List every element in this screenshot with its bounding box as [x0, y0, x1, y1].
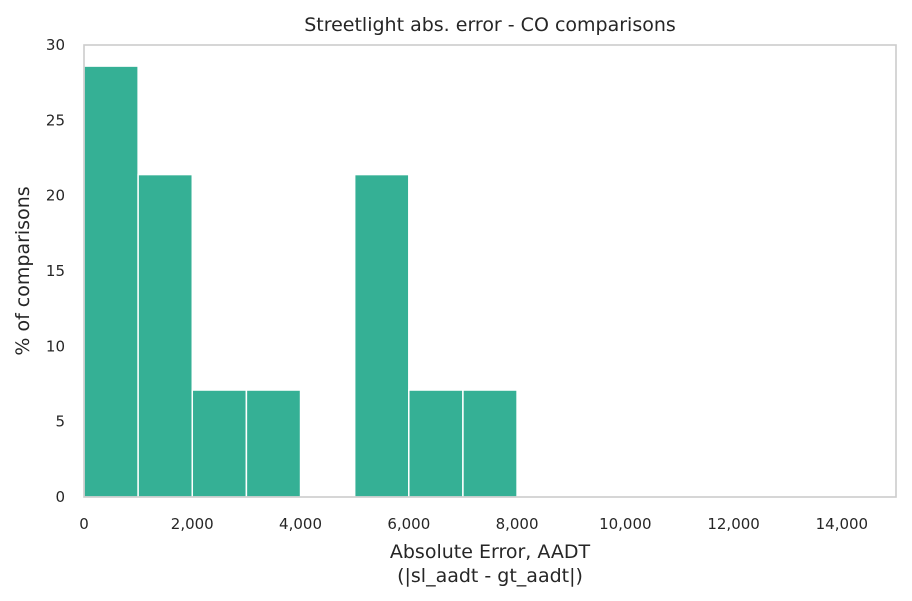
x-tick-label: 2,000: [171, 515, 214, 533]
histogram-bar-0: [83, 65, 139, 498]
bars-group: [83, 65, 518, 498]
x-tick-label: 0: [79, 515, 89, 533]
y-axis-label: % of comparisons: [12, 186, 34, 355]
y-tick-label: 5: [55, 413, 65, 431]
histogram-bar-3: [245, 389, 302, 498]
x-tick-label: 14,000: [816, 515, 869, 533]
x-tick-label: 8,000: [496, 515, 539, 533]
y-tick-label: 15: [46, 262, 65, 280]
y-tick-label: 0: [55, 488, 65, 506]
histogram-bar-2: [191, 389, 248, 498]
chart-title: Streetlight abs. error - CO comparisons: [304, 14, 676, 36]
plot-frame: [83, 44, 897, 498]
y-tick-label: 30: [46, 36, 65, 54]
y-tick-label: 10: [46, 337, 65, 355]
histogram-bar-6: [408, 389, 464, 498]
x-tick-labels: 0 2,000 4,000 6,000 8,000 10,000 12,000 14,000: [79, 515, 868, 533]
y-tick-label: 20: [46, 187, 65, 205]
x-tick-label: 4,000: [279, 515, 322, 533]
y-tick-labels: 0 5 10 15 20 25 30: [46, 36, 65, 506]
y-tick-label: 25: [46, 111, 65, 129]
x-axis-label-line2: (|sl_aadt - gt_aadt|): [397, 565, 583, 587]
x-tick-label: 6,000: [387, 515, 430, 533]
x-tick-label: 12,000: [707, 515, 760, 533]
histogram-bar-5: [353, 173, 410, 498]
histogram-bar-1: [137, 173, 194, 498]
x-tick-label: 10,000: [599, 515, 652, 533]
histogram-bar-7: [462, 389, 518, 498]
x-axis-label: Absolute Error, AADT: [390, 541, 591, 563]
